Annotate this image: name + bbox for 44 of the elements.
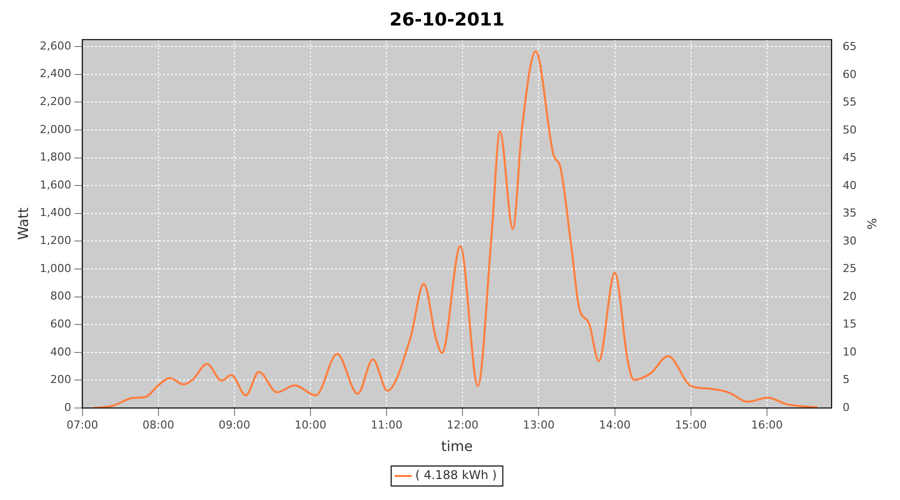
x-axis-title: time	[441, 439, 473, 456]
y-tick-label: 2,600	[40, 39, 72, 52]
y2-tick-label: 5	[842, 373, 850, 386]
y-tick-label: 0	[64, 400, 72, 414]
y2-tick-label: 25	[842, 262, 857, 276]
x-tick-label: 08:00	[142, 418, 174, 432]
y2-tick-label: 45	[842, 151, 857, 164]
legend-label: ( 4.188 kWh )	[415, 468, 497, 482]
y-tick-label: 800	[50, 290, 72, 303]
x-tick-label: 16:00	[751, 418, 783, 432]
chart-title: 26-10-2011	[389, 9, 505, 30]
x-tick-label: 13:00	[522, 418, 555, 432]
y-tick-label: 1,200	[40, 234, 72, 248]
y2-tick-label: 15	[842, 318, 857, 331]
y2-tick-label: 40	[842, 178, 857, 192]
line-series	[92, 50, 818, 408]
y2-tick-label: 10	[842, 345, 857, 358]
x-tick-label: 14:00	[598, 418, 631, 432]
x-tick-label: 12:00	[446, 418, 479, 432]
y2-tick-label: 60	[842, 68, 857, 81]
y2-axis-title: %	[864, 218, 879, 230]
y-tick-label: 1,400	[40, 206, 72, 220]
y-tick-label: 2,400	[40, 67, 72, 80]
y-tick-label: 1,600	[40, 178, 72, 192]
x-tick-label: 15:00	[675, 418, 707, 432]
x-tick-label: 07:00	[66, 418, 98, 432]
y-tick-label: 1,800	[40, 150, 72, 164]
y2-tick-label: 35	[842, 206, 857, 220]
y-tick-label: 600	[50, 317, 72, 330]
y2-tick-label: 30	[842, 234, 857, 248]
x-tick-label: 10:00	[294, 418, 326, 432]
x-tick-label: 11:00	[370, 418, 402, 432]
y2-tick-label: 55	[842, 96, 857, 109]
y-axis-title: Watt	[16, 207, 32, 240]
y2-tick-label: 65	[842, 40, 857, 54]
y2-tick-label: 0	[842, 400, 850, 414]
y-tick-label: 400	[50, 345, 72, 358]
y-tick-label: 2,000	[40, 122, 72, 136]
y-tick-label: 200	[50, 373, 72, 386]
y2-tick-label: 50	[842, 123, 857, 136]
x-tick-label: 09:00	[218, 418, 250, 432]
y-tick-label: 1,000	[40, 262, 72, 275]
y2-tick-label: 20	[842, 290, 857, 303]
y-tick-label: 2,200	[40, 95, 72, 108]
